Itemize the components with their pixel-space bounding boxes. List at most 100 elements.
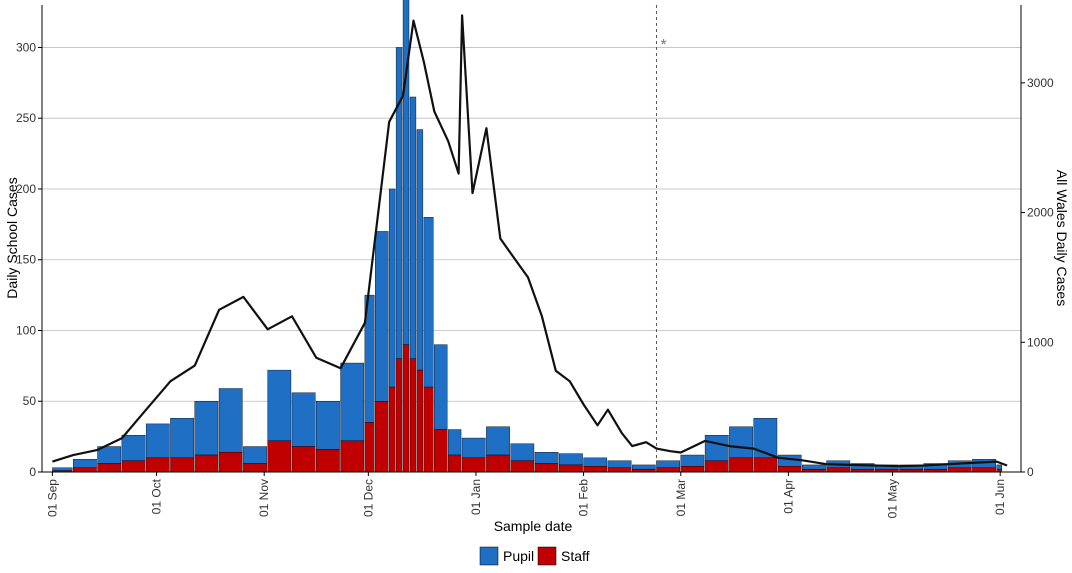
legend-swatch-staff bbox=[537, 546, 557, 566]
bar-staff-19 bbox=[416, 369, 424, 473]
annotation-symbol-0: * bbox=[660, 37, 666, 54]
bar-pupil-3 bbox=[121, 435, 146, 461]
bar-staff-28 bbox=[583, 466, 608, 473]
bar-pupil-18 bbox=[409, 96, 417, 359]
bar-pupil-6 bbox=[194, 401, 219, 456]
bar-pupil-26 bbox=[534, 451, 559, 464]
bar-staff-35 bbox=[753, 457, 778, 473]
bar-pupil-28 bbox=[583, 457, 608, 467]
bar-staff-18 bbox=[409, 358, 417, 473]
bar-pupil-23 bbox=[461, 437, 486, 459]
bar-staff-32 bbox=[680, 466, 705, 473]
bar-staff-3 bbox=[121, 460, 146, 473]
x-tick-label-2: 01 Nov bbox=[257, 479, 271, 517]
y-tick-label-3: 150 bbox=[16, 253, 36, 267]
bar-staff-23 bbox=[461, 457, 486, 473]
bar-staff-38 bbox=[826, 467, 851, 473]
bar-staff-12 bbox=[340, 440, 365, 473]
y2-tick-label-3: 3000 bbox=[1027, 76, 1054, 90]
bar-staff-33 bbox=[704, 460, 729, 473]
bar-staff-21 bbox=[434, 429, 448, 473]
bar-staff-26 bbox=[534, 463, 559, 473]
x-tick-label-7: 01 Apr bbox=[781, 479, 795, 514]
bar-staff-11 bbox=[316, 449, 340, 473]
y-tick-label-6: 300 bbox=[16, 40, 36, 54]
bar-pupil-24 bbox=[486, 426, 510, 456]
bar-staff-15 bbox=[388, 386, 396, 473]
bar-pupil-30 bbox=[631, 464, 656, 470]
bar-pupil-7 bbox=[218, 388, 243, 453]
bar-pupil-4 bbox=[145, 423, 170, 459]
legend-label-pupil: Pupil bbox=[503, 548, 534, 564]
bar-staff-2 bbox=[97, 463, 122, 473]
y-tick-label-0: 0 bbox=[29, 465, 36, 479]
bar-pupil-5 bbox=[170, 418, 194, 459]
legend-swatch-pupil bbox=[479, 546, 499, 566]
bar-staff-7 bbox=[218, 451, 243, 473]
bar-staff-10 bbox=[291, 446, 316, 473]
bar-staff-22 bbox=[447, 454, 462, 473]
bar-pupil-22 bbox=[447, 429, 462, 456]
bar-pupil-15 bbox=[388, 188, 396, 388]
bar-staff-31 bbox=[656, 467, 680, 473]
bar-staff-44 bbox=[972, 467, 996, 473]
bar-staff-8 bbox=[243, 463, 267, 473]
bar-pupil-20 bbox=[423, 217, 434, 388]
bar-pupil-25 bbox=[510, 443, 535, 461]
y-tick-label-1: 50 bbox=[23, 394, 37, 408]
bar-staff-20 bbox=[423, 386, 434, 473]
x-tick-label-3: 01 Dec bbox=[361, 479, 375, 517]
y-tick-label-4: 200 bbox=[16, 182, 36, 196]
bar-staff-1 bbox=[73, 467, 97, 473]
bar-staff-17 bbox=[402, 344, 410, 473]
bar-pupil-19 bbox=[416, 129, 424, 371]
bar-pupil-9 bbox=[267, 369, 292, 442]
bar-staff-43 bbox=[947, 467, 972, 473]
y2-tick-label-1: 1000 bbox=[1027, 335, 1054, 349]
bar-pupil-11 bbox=[316, 401, 340, 450]
bar-staff-14 bbox=[375, 401, 389, 473]
bar-pupil-14 bbox=[375, 231, 389, 402]
bar-staff-16 bbox=[395, 358, 403, 473]
bar-pupil-34 bbox=[729, 426, 753, 459]
line-series bbox=[52, 14, 1008, 468]
bar-staff-34 bbox=[729, 457, 753, 473]
y2-axis-title: All Wales Daily Cases bbox=[1054, 170, 1070, 306]
legend: Pupil Staff bbox=[479, 546, 590, 566]
x-axis-title: Sample date bbox=[494, 518, 573, 534]
x-tick-label-1: 01 Oct bbox=[150, 478, 164, 514]
bar-pupil-12 bbox=[340, 362, 365, 442]
y-tick-label-5: 250 bbox=[16, 111, 36, 125]
y-axis-title: Daily School Cases bbox=[4, 177, 20, 298]
bar-staff-13 bbox=[364, 422, 375, 473]
y-tick-label-2: 100 bbox=[16, 323, 36, 337]
x-tick-label-5: 01 Feb bbox=[577, 479, 591, 517]
x-tick-label-6: 01 Mar bbox=[674, 479, 688, 516]
bar-pupil-10 bbox=[291, 392, 316, 447]
bar-pupil-45 bbox=[996, 464, 1002, 470]
bar-staff-25 bbox=[510, 460, 535, 473]
x-tick-label-9: 01 Jun bbox=[993, 479, 1007, 515]
x-tick-label-8: 01 May bbox=[886, 479, 900, 518]
bar-pupil-31 bbox=[656, 460, 680, 468]
bar-pupil-27 bbox=[559, 453, 583, 466]
bar-staff-9 bbox=[267, 440, 292, 473]
bar-pupil-32 bbox=[680, 454, 705, 467]
bar-pupil-16 bbox=[395, 47, 403, 359]
all-wales-line bbox=[52, 14, 1008, 468]
legend-label-staff: Staff bbox=[561, 548, 590, 564]
y2-tick-label-2: 2000 bbox=[1027, 206, 1054, 220]
bar-staff-27 bbox=[559, 464, 583, 473]
y2-tick-label-0: 0 bbox=[1027, 465, 1034, 479]
bar-pupil-0 bbox=[52, 467, 73, 471]
bars bbox=[52, 0, 1002, 473]
bar-staff-5 bbox=[170, 457, 194, 473]
x-tick-label-0: 01 Sep bbox=[45, 479, 59, 517]
bar-pupil-37 bbox=[802, 464, 826, 470]
bar-pupil-1 bbox=[73, 459, 97, 468]
x-tick-label-4: 01 Jan bbox=[469, 479, 483, 515]
bar-staff-6 bbox=[194, 454, 219, 473]
bar-staff-4 bbox=[145, 457, 170, 473]
